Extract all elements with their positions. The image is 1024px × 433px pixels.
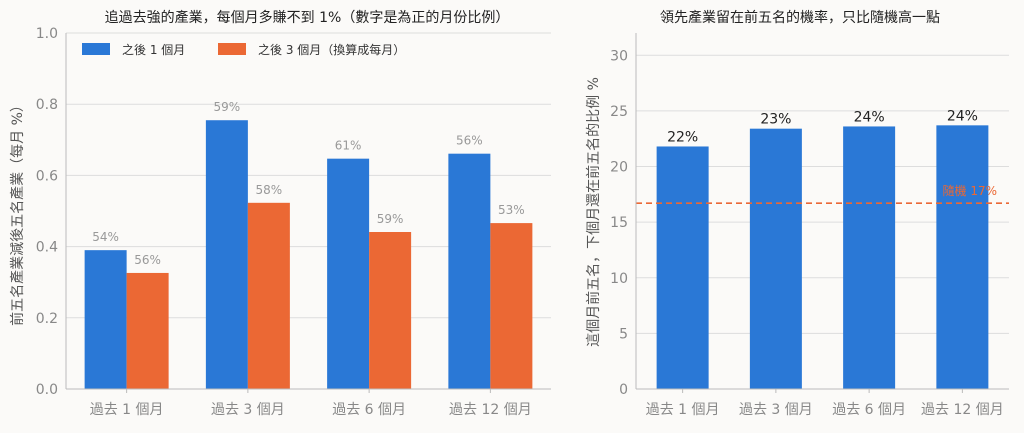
right-chart: 領先產業留在前五名的機率，只比隨機高一點 22% 23% 24% 24% 隨機 17%… [585, 9, 1009, 418]
right-axes: 0 5 10 15 20 25 30 過去 1 個月 過去 3 個月 過去 6 個月 過去 12 個… [610, 33, 1009, 418]
left-chart: 追過去強的產業，每個月多賺不到 1%（數字是為正的月份比例） 54% 56% 59%… [9, 9, 551, 418]
reference-line-label: 隨機 17% [943, 183, 998, 198]
left-bar-series-1 [205, 120, 248, 389]
right-bars: 22% 23% 24% 24% [656, 108, 989, 390]
left-bar-value-label: 58% [256, 183, 283, 197]
left-axes: 0.0 0.2 0.4 0.6 0.8 1.0 過去 1 個月 過去 3 個月 過去 6 個月 過… [36, 26, 551, 418]
left-bars: 54% 56% 59% 58% 61% 59% 56% 53% [84, 100, 533, 389]
right-y-tick-label: 5 [619, 326, 628, 342]
left-bar-series-1 [327, 158, 370, 389]
right-x-tick-label: 過去 12 個月 [921, 402, 1004, 418]
legend-swatch-series-2 [218, 43, 246, 55]
right-y-tick-label: 0 [619, 382, 628, 398]
left-bar-value-label: 61% [335, 139, 362, 153]
left-x-tick-label: 過去 6 個月 [332, 402, 406, 418]
right-y-tick-label: 30 [610, 48, 628, 64]
left-bar-value-label: 56% [456, 134, 483, 148]
left-y-tick-label: 0.8 [36, 97, 58, 113]
left-bar-series-1 [448, 153, 491, 389]
left-bar-value-label: 59% [214, 100, 241, 114]
left-x-tick-label: 過去 1 個月 [90, 402, 164, 418]
left-bar-value-label: 53% [498, 203, 525, 217]
left-bar-series-2 [490, 223, 533, 389]
left-bar-series-1 [84, 250, 127, 389]
left-bar-value-label: 59% [377, 212, 404, 226]
right-y-axis-label: 這個月前五名，下個月還在前五名的比例 % [585, 77, 602, 347]
right-y-tick-label: 20 [610, 160, 628, 176]
legend-swatch-series-1 [82, 43, 110, 55]
right-y-tick-label: 25 [610, 104, 628, 120]
left-legend: 之後 1 個月 之後 3 個月（換算成每月） [82, 42, 405, 57]
left-chart-title: 追過去強的產業，每個月多賺不到 1%（數字是為正的月份比例） [105, 9, 510, 26]
right-x-tick-label: 過去 6 個月 [832, 402, 906, 418]
legend-label-series-1: 之後 1 個月 [122, 43, 185, 57]
right-bar [656, 146, 709, 389]
left-bar-series-2 [247, 202, 290, 389]
right-bar [936, 125, 989, 390]
right-bar-value-label: 23% [760, 112, 791, 128]
legend-label-series-2: 之後 3 個月（換算成每月） [258, 42, 405, 57]
left-bar-series-2 [126, 272, 169, 389]
right-y-tick-label: 10 [610, 271, 628, 287]
left-bar-value-label: 54% [92, 230, 119, 244]
right-reference-line: 隨機 17% [636, 183, 1009, 205]
left-x-tick-label: 過去 3 個月 [211, 402, 285, 418]
right-bar-value-label: 24% [854, 109, 885, 125]
right-bar [749, 128, 802, 390]
right-x-tick-label: 過去 3 個月 [739, 402, 813, 418]
right-bar-value-label: 22% [667, 129, 698, 145]
left-y-axis-label: 前五名產業減後五名產業（每月 %） [9, 98, 26, 326]
left-y-tick-label: 0.4 [36, 240, 58, 256]
left-x-tick-label: 過去 12 個月 [449, 402, 532, 418]
right-bar-value-label: 24% [947, 108, 978, 124]
left-y-tick-label: 0.0 [36, 382, 58, 398]
right-bar [843, 126, 896, 389]
left-y-tick-label: 0.6 [36, 168, 58, 184]
left-bar-value-label: 56% [134, 253, 161, 267]
right-x-tick-label: 過去 1 個月 [646, 402, 720, 418]
left-bar-series-2 [369, 232, 412, 389]
right-chart-title: 領先產業留在前五名的機率，只比隨機高一點 [660, 9, 940, 26]
left-y-tick-label: 1.0 [36, 26, 58, 42]
left-y-tick-label: 0.2 [36, 311, 58, 327]
right-y-tick-label: 15 [610, 215, 628, 231]
